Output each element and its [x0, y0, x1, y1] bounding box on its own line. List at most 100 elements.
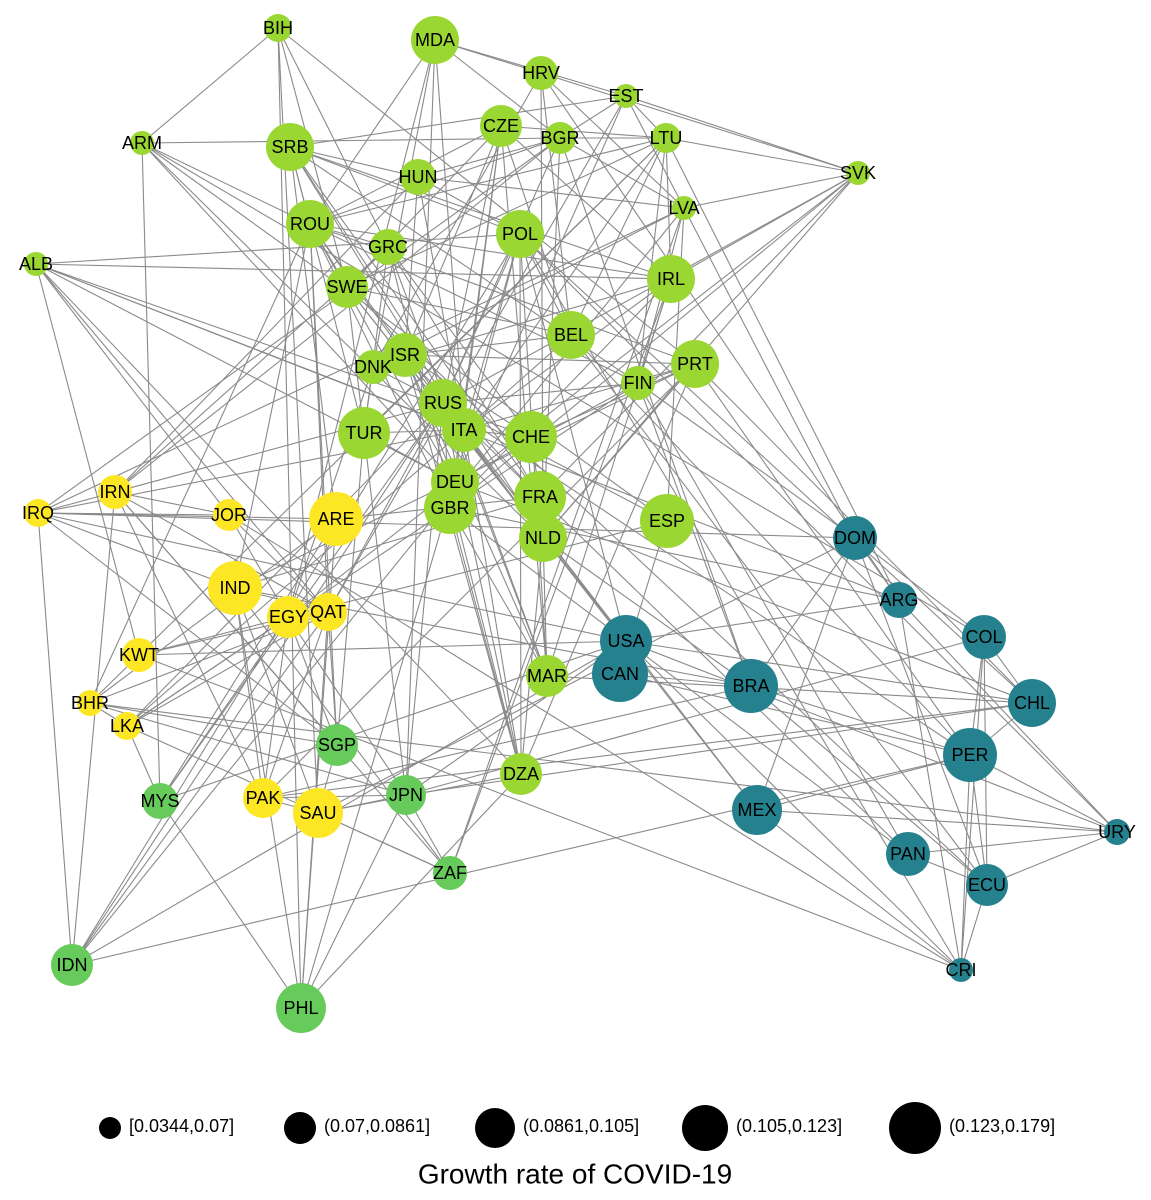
edge	[854, 537, 988, 886]
node-label: CHL	[1014, 693, 1050, 713]
edge	[442, 233, 521, 404]
node-label: ARG	[879, 590, 918, 610]
edge	[570, 334, 971, 756]
edge	[89, 223, 311, 704]
edge	[141, 142, 668, 522]
edge	[404, 334, 572, 356]
node-label: GBR	[430, 498, 469, 518]
node-label: SRB	[271, 137, 308, 157]
edge	[559, 137, 752, 687]
edge	[449, 278, 672, 509]
edge	[141, 27, 279, 144]
node	[519, 514, 567, 562]
node	[208, 561, 262, 615]
edge	[683, 172, 859, 209]
edge	[126, 402, 444, 727]
node	[672, 196, 696, 220]
legend-marker	[475, 1108, 515, 1148]
node	[98, 475, 132, 509]
edge	[463, 137, 667, 431]
edge	[442, 137, 561, 404]
node-label: MYS	[140, 791, 179, 811]
node	[433, 856, 467, 890]
node	[267, 596, 309, 638]
edge	[500, 125, 667, 139]
node	[400, 159, 436, 195]
node-label: LKA	[110, 716, 144, 736]
edge	[228, 514, 329, 613]
edge	[327, 611, 338, 746]
node	[962, 615, 1006, 659]
node-label: TUR	[346, 423, 383, 443]
node-label: DEU	[436, 472, 474, 492]
node-label: PAK	[246, 788, 281, 808]
node-label: ROU	[290, 214, 330, 234]
legend-label: (0.07,0.0861]	[324, 1116, 430, 1136]
node-label: DOM	[834, 528, 876, 548]
nodes: BIH MDA HRV EST CZE BGR LTU ARM SRB SVK HUN LVA ROU P…	[19, 14, 1136, 1033]
node-label: SAU	[299, 803, 336, 823]
edge	[37, 137, 561, 514]
node	[544, 122, 576, 154]
edge	[89, 518, 337, 704]
edge	[540, 72, 572, 336]
edge	[277, 27, 389, 248]
node-label: CAN	[601, 664, 639, 684]
node	[505, 411, 557, 463]
legend: [0.0344,0.07] (0.07,0.0861] (0.0861,0.105]…	[99, 1102, 1055, 1154]
node-label: USA	[607, 631, 644, 651]
edge	[114, 402, 444, 493]
node-label: FRA	[522, 487, 558, 507]
node-label: IRL	[657, 269, 685, 289]
edge	[546, 278, 672, 677]
edge	[637, 382, 856, 539]
node-label: BRA	[732, 676, 769, 696]
node	[293, 788, 343, 838]
edge	[300, 481, 456, 1009]
node	[1008, 679, 1056, 727]
node-label: CHE	[512, 427, 550, 447]
edge	[405, 640, 627, 796]
edge	[625, 640, 1118, 833]
edge	[262, 611, 329, 799]
node	[833, 516, 877, 560]
edge	[665, 137, 859, 174]
node-label: JOR	[211, 505, 247, 525]
edge	[159, 518, 337, 802]
node	[514, 471, 566, 523]
node	[949, 958, 973, 982]
node-label: BGR	[540, 128, 579, 148]
node-label: CZE	[483, 116, 519, 136]
node-label: PER	[951, 745, 988, 765]
edge	[346, 137, 667, 288]
edge	[234, 223, 311, 589]
node	[113, 712, 141, 740]
node	[547, 311, 595, 359]
edge	[346, 286, 572, 336]
node	[411, 16, 459, 64]
legend-label: (0.0861,0.105]	[523, 1116, 639, 1136]
edge	[300, 773, 522, 1009]
edge	[336, 432, 365, 746]
legend-label: (0.105,0.123]	[736, 1116, 842, 1136]
edge	[309, 223, 338, 746]
edge	[363, 432, 407, 796]
edge	[387, 246, 548, 677]
edge	[89, 702, 407, 796]
edge	[637, 382, 752, 687]
node-label: DZA	[503, 764, 539, 784]
edge	[434, 39, 561, 139]
node	[966, 864, 1008, 906]
node-label: BEL	[554, 325, 588, 345]
edge	[694, 363, 971, 756]
node-label: SWE	[326, 277, 367, 297]
node-label: IRQ	[22, 503, 54, 523]
edge	[559, 137, 685, 209]
edge	[372, 39, 436, 368]
node-label: DNK	[354, 357, 392, 377]
node-label: ALB	[19, 254, 53, 274]
node-label: MEX	[737, 800, 776, 820]
node	[338, 407, 390, 459]
edge	[141, 142, 161, 802]
node-label: PRT	[677, 354, 713, 374]
